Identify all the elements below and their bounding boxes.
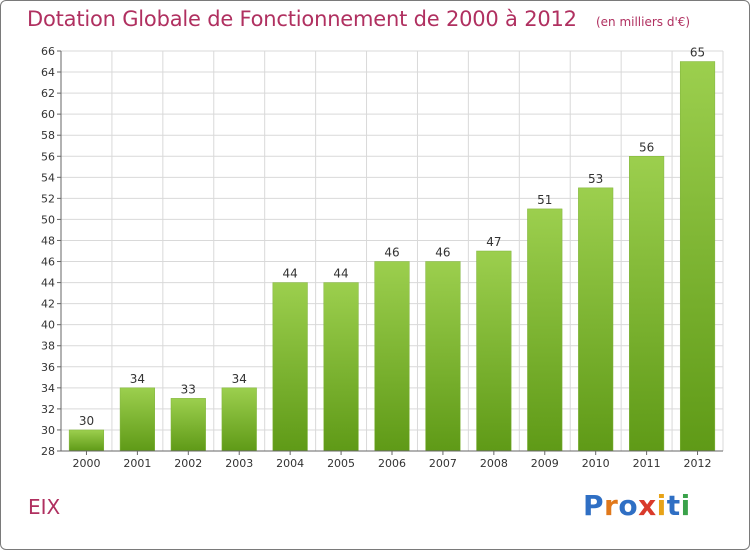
x-tick-label: 2006 <box>378 457 406 470</box>
bar <box>476 250 512 452</box>
y-tick-label: 48 <box>41 234 55 247</box>
y-tick-label: 38 <box>41 340 55 353</box>
bar <box>221 387 257 452</box>
logo-letter: P <box>583 489 605 522</box>
x-tick-label: 2003 <box>225 457 253 470</box>
bar <box>272 282 308 452</box>
logo-letter: r <box>604 489 619 522</box>
y-tick-label: 28 <box>41 445 55 458</box>
x-tick-label: 2005 <box>327 457 355 470</box>
logo-letter: x <box>638 489 657 522</box>
bar <box>629 156 665 452</box>
bar <box>425 261 461 452</box>
bar <box>578 187 614 452</box>
x-tick-label: 2011 <box>633 457 661 470</box>
value-label: 34 <box>130 372 145 386</box>
value-label: 53 <box>588 172 603 186</box>
y-tick-label: 66 <box>41 45 55 58</box>
y-tick-label: 56 <box>41 150 55 163</box>
proxiti-logo[interactable]: Proxiti <box>583 489 691 522</box>
y-tick-label: 32 <box>41 403 55 416</box>
y-tick-label: 60 <box>41 108 55 121</box>
y-tick-label: 36 <box>41 361 55 374</box>
value-label: 47 <box>486 235 501 249</box>
y-tick-label: 58 <box>41 129 55 142</box>
value-label: 65 <box>690 46 705 60</box>
y-tick-label: 46 <box>41 256 55 269</box>
value-label: 44 <box>283 267 298 281</box>
y-tick-label: 40 <box>41 319 55 332</box>
y-tick-label: 30 <box>41 424 55 437</box>
bar <box>323 282 359 452</box>
value-label: 34 <box>232 372 247 386</box>
bar <box>527 208 563 452</box>
chart-unit-note: (en milliers d'€) <box>595 15 691 29</box>
logo-letter: t <box>666 489 681 522</box>
x-tick-label: 2009 <box>531 457 559 470</box>
y-axis-ticks: 28 30 32 34 36 38 40 42 44 46 48 50 52 54 56 58 60 62 64 66 <box>41 45 61 458</box>
bars <box>68 61 716 452</box>
y-tick-label: 62 <box>41 87 55 100</box>
value-labels: 30 34 33 34 44 44 46 46 47 51 53 56 65 <box>79 46 705 428</box>
bar <box>68 429 105 452</box>
y-tick-label: 50 <box>41 213 55 226</box>
logo-letter: o <box>618 489 639 522</box>
y-tick-label: 52 <box>41 192 55 205</box>
bar <box>170 398 206 452</box>
chart-title: Dotation Globale de Fonctionnement de 20… <box>27 7 577 31</box>
value-label: 33 <box>181 382 196 396</box>
y-tick-label: 44 <box>41 277 55 290</box>
value-label: 30 <box>79 414 94 428</box>
x-axis-ticks: 2000 2001 2002 2003 2004 2005 2006 2007 2008 2009… <box>72 451 712 470</box>
x-tick-label: 2002 <box>174 457 202 470</box>
value-label: 46 <box>384 246 399 260</box>
value-label: 51 <box>537 193 552 207</box>
value-label: 44 <box>333 267 348 281</box>
x-tick-label: 2007 <box>429 457 457 470</box>
bar <box>679 61 716 452</box>
x-tick-label: 2004 <box>276 457 304 470</box>
x-tick-label: 2010 <box>582 457 610 470</box>
y-tick-label: 64 <box>41 66 55 79</box>
y-tick-label: 54 <box>41 171 55 184</box>
x-tick-label: 2008 <box>480 457 508 470</box>
bar <box>374 261 410 452</box>
bar <box>119 387 155 452</box>
logo-letter: i <box>656 489 667 522</box>
commune-name: EIX <box>28 495 61 519</box>
y-tick-label: 42 <box>41 298 55 311</box>
x-tick-label: 2012 <box>684 457 712 470</box>
chart-header: Dotation Globale de Fonctionnement de 20… <box>27 7 690 31</box>
value-label: 56 <box>639 140 654 154</box>
x-tick-label: 2001 <box>123 457 151 470</box>
logo-letter: i <box>680 489 691 522</box>
value-label: 46 <box>435 246 450 260</box>
y-tick-label: 34 <box>41 382 55 395</box>
x-tick-label: 2000 <box>72 457 100 470</box>
